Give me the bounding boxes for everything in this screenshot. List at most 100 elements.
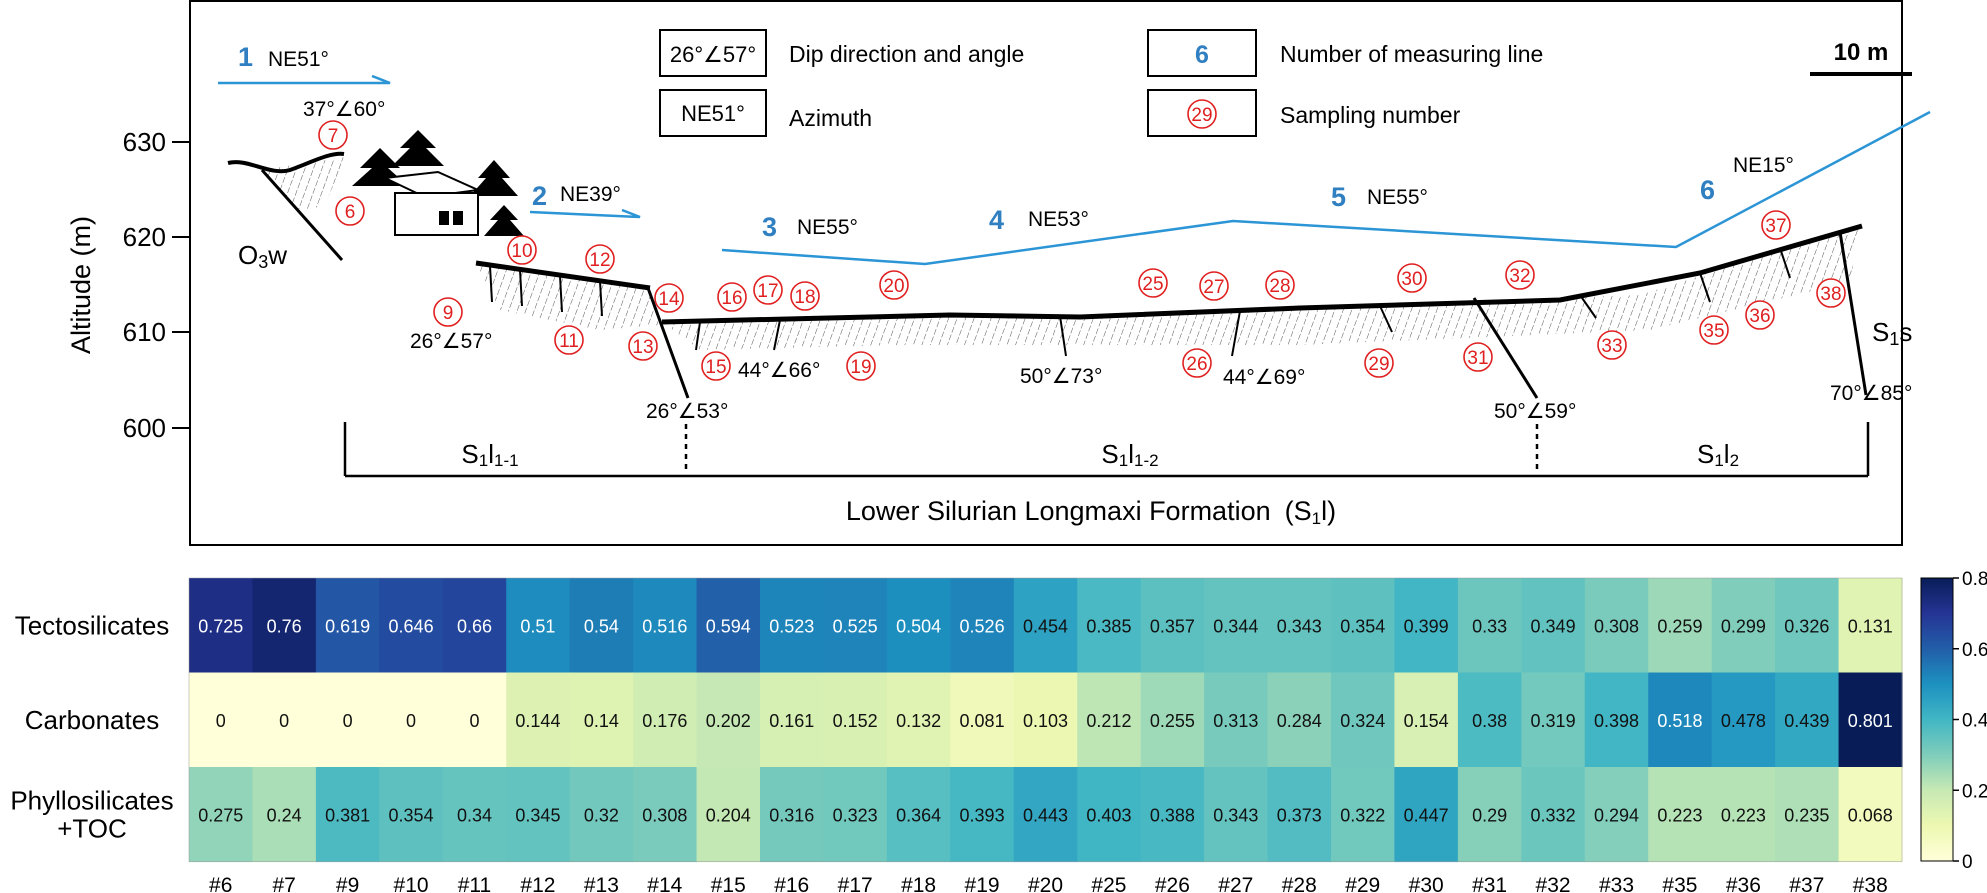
heatmap-cell — [442, 578, 507, 674]
heatmap-cell — [1013, 578, 1078, 674]
heatmap-cell — [823, 767, 888, 863]
dip-reading: 50°∠59° — [1494, 400, 1576, 423]
legend-sample-text: Sampling number — [1280, 102, 1461, 128]
heatmap-cell-value: 0.255 — [1150, 711, 1195, 731]
heatmap-cell — [1077, 767, 1142, 863]
heatmap-cell-value: 0.54 — [584, 616, 619, 636]
heatmap-cell-value: 0.154 — [1404, 711, 1449, 731]
line-azimuth-4: NE53° — [1028, 208, 1089, 231]
heatmap-col-label: #30 — [1409, 874, 1444, 893]
dip-reading: 44°∠69° — [1223, 366, 1305, 389]
heatmap-cell — [442, 767, 507, 863]
sample-marker: 10 — [507, 235, 537, 265]
sample-number: 15 — [705, 357, 726, 378]
legend-line-box — [1147, 29, 1257, 77]
heatmap-cell-value: 0.223 — [1721, 805, 1766, 825]
heatmap-cell — [760, 767, 825, 863]
heatmap-col-label: #32 — [1536, 874, 1571, 893]
heatmap-cell — [760, 578, 825, 674]
heatmap-cell-value: 0.24 — [267, 805, 302, 825]
heatmap-cell — [1584, 672, 1649, 768]
fault-s1l-boundary — [646, 287, 690, 399]
heatmap-col-label: #6 — [209, 874, 232, 893]
heatmap-cell — [1521, 672, 1586, 768]
heatmap-cell — [1394, 767, 1459, 863]
heatmap-col-label: #15 — [711, 874, 746, 893]
sample-marker: 25 — [1138, 268, 1168, 298]
heatmap-cell-value: 0.235 — [1784, 805, 1829, 825]
altitude-axis: 600 610 620 630 Altitude (m) — [66, 127, 191, 443]
dip-readings: 37°∠60° 26°∠57° 26°∠53° 44°∠66° 50°∠73° … — [303, 98, 1912, 423]
sample-number: 32 — [1509, 266, 1530, 287]
heatmap-cell — [252, 578, 317, 674]
heatmap-cell-value: 0.619 — [325, 616, 370, 636]
heatmap-cell — [1013, 767, 1078, 863]
line-number-1: 1 — [238, 42, 253, 72]
heatmap-cell-value: 0.38 — [1472, 711, 1507, 731]
heatmap-cell-value: 0.403 — [1086, 805, 1131, 825]
sample-marker: 38 — [1816, 278, 1846, 308]
heatmap-col-label: #36 — [1726, 874, 1761, 893]
heatmap-row-label: Tectosilicates — [15, 610, 170, 640]
heatmap-cell — [1775, 672, 1840, 768]
heatmap-cell-value: 0.398 — [1594, 711, 1639, 731]
fault-s1s — [1838, 231, 1868, 396]
heatmap-cell-value: 0.357 — [1150, 616, 1195, 636]
heatmap-cell — [569, 578, 634, 674]
heatmap-cell — [1521, 767, 1586, 863]
sample-number: 20 — [883, 276, 904, 297]
dip-reading: 50°∠73° — [1020, 365, 1102, 388]
heatmap-cell — [252, 672, 317, 768]
heatmap-col-label: #12 — [520, 874, 555, 893]
heatmap-cell-value: 0.161 — [769, 711, 814, 731]
sample-number: 36 — [1749, 306, 1770, 327]
heatmap-cell-value: 0.725 — [198, 616, 243, 636]
heatmap-cell-value: 0.526 — [960, 616, 1005, 636]
heatmap-cell-value: 0 — [343, 711, 353, 731]
sample-marker: 9 — [433, 297, 463, 327]
legend-sample-circle — [1187, 99, 1217, 129]
heatmap-cell-value: 0.349 — [1531, 616, 1576, 636]
heatmap-cell-value: 0.478 — [1721, 711, 1766, 731]
line-number-2: 2 — [532, 181, 547, 211]
sample-number: 28 — [1269, 276, 1290, 297]
heatmap-cell — [506, 767, 571, 863]
heatmap-cell — [1711, 578, 1776, 674]
heatmap-cell — [1838, 578, 1903, 674]
legend-azimuth-symbol: NE51° — [681, 101, 745, 126]
line-azimuth-3: NE55° — [797, 216, 858, 239]
heatmap-cell-value: 0.308 — [642, 805, 687, 825]
sample-number: 18 — [794, 287, 815, 308]
unit-bracket — [343, 422, 1870, 478]
heatmap-col-label: #11 — [458, 874, 491, 893]
heatmap-cell-value: 0.14 — [584, 711, 619, 731]
heatmap-cell — [506, 578, 571, 674]
heatmap-cell — [1140, 578, 1205, 674]
heatmap-col-label: #13 — [584, 874, 619, 893]
profile-frame — [189, 0, 1903, 546]
heatmap-cell-value: 0.152 — [833, 711, 878, 731]
sample-marker: 19 — [846, 351, 876, 381]
sample-number: 14 — [658, 289, 680, 310]
heatmap-cell-value: 0.439 — [1784, 711, 1829, 731]
heatmap-cell-value: 0.343 — [1277, 616, 1322, 636]
sample-marker: 29 — [1364, 348, 1394, 378]
sample-number: 13 — [632, 337, 653, 358]
scale-bar-label: 10 m — [1834, 39, 1889, 66]
heatmap-cell — [379, 672, 444, 768]
heatmap-cell — [1521, 578, 1586, 674]
heatmap-cell-value: 0.204 — [706, 805, 751, 825]
sample-number: 19 — [850, 357, 871, 378]
heatmap-cell-value: 0.32 — [584, 805, 619, 825]
heatmap-col-label: #14 — [647, 874, 682, 893]
heatmap-cell-value: 0.068 — [1848, 805, 1893, 825]
dip-reading: 26°∠57° — [410, 330, 492, 353]
heatmap-cell — [506, 672, 571, 768]
line-number-4: 4 — [989, 205, 1004, 235]
heatmap-cell-value: 0.144 — [515, 711, 560, 731]
house-icon — [381, 170, 482, 236]
sample-marker: 18 — [790, 281, 820, 311]
y-tick-label-610: 610 — [123, 317, 166, 347]
sample-marker: 33 — [1597, 330, 1627, 360]
